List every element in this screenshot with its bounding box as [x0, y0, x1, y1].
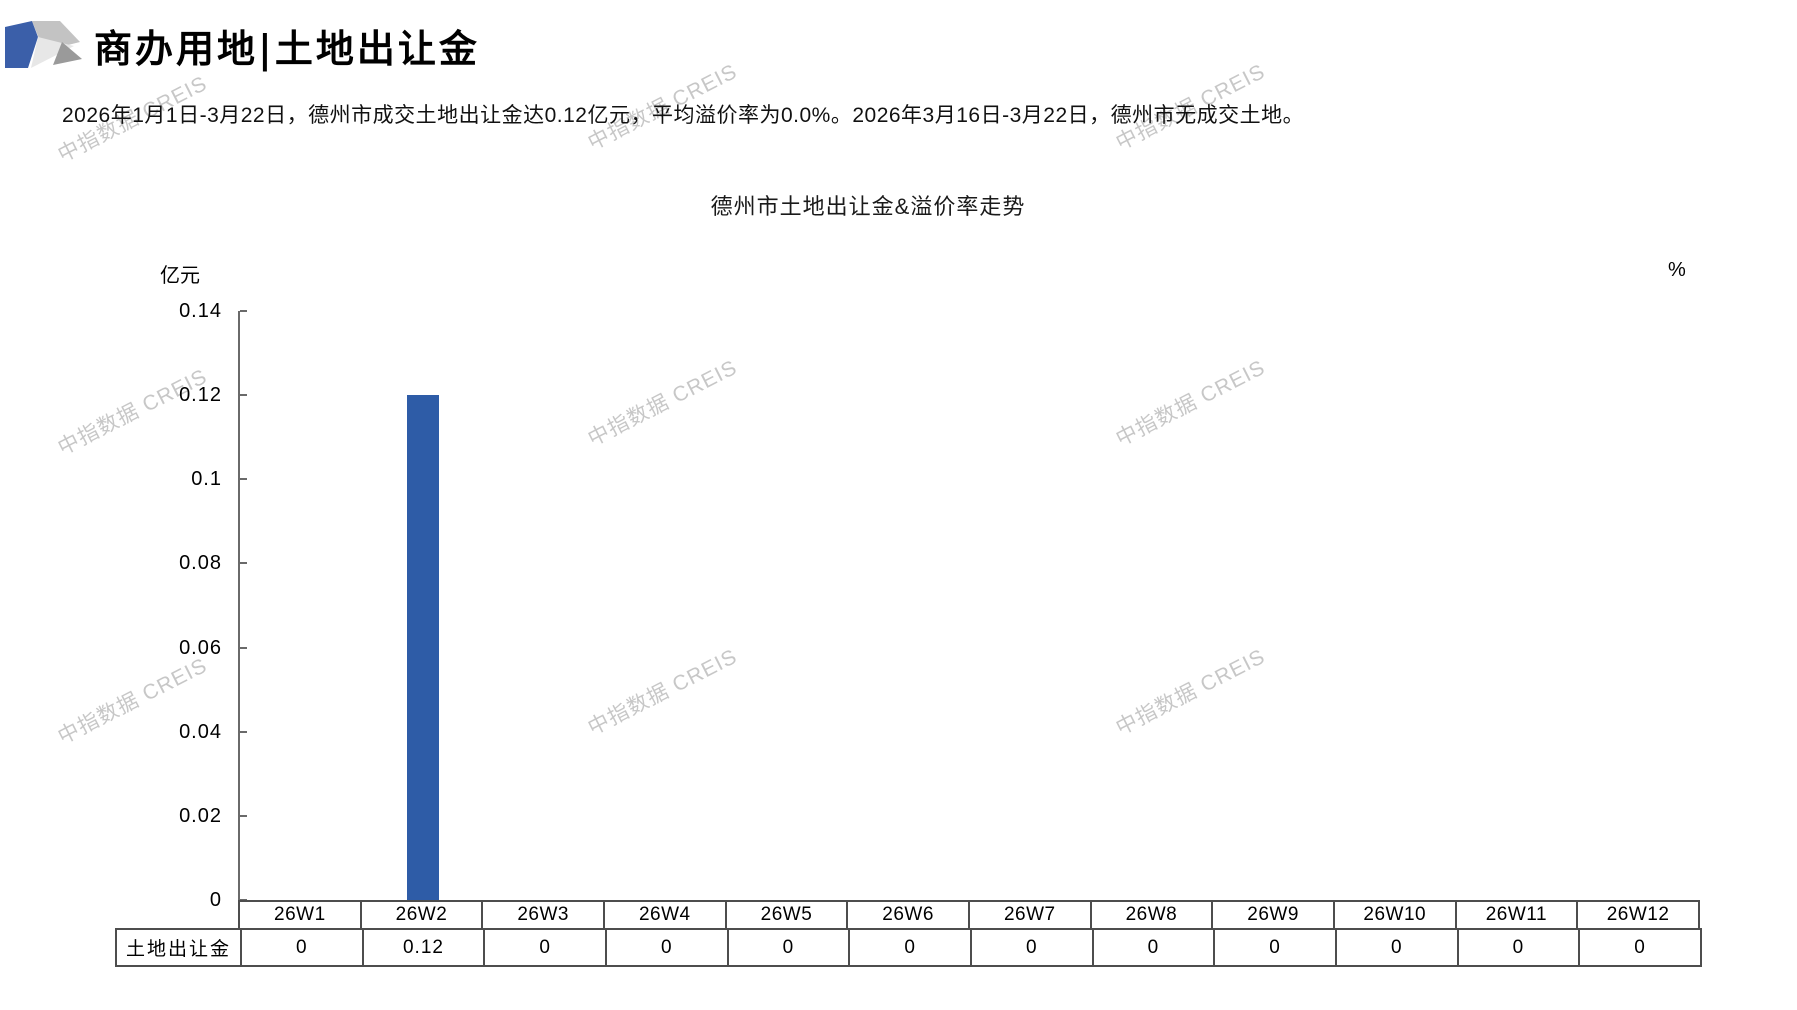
- y-axis-tick: [240, 562, 247, 565]
- table-value-cell: 0: [1456, 930, 1579, 965]
- table-header-cell: 26W3: [481, 902, 603, 928]
- y-axis-tick-label: 0.08: [179, 552, 222, 575]
- y-axis-tick: [240, 394, 247, 397]
- y-axis-tick-label: 0: [209, 889, 222, 911]
- table-value-cell: 0: [848, 930, 970, 965]
- y-axis-tick: [240, 310, 247, 312]
- table-header-cell: 26W1: [238, 902, 360, 928]
- chart-title: 德州市土地出让金&溢价率走势: [710, 194, 1026, 219]
- y-axis-tick-label: 0.04: [179, 720, 222, 743]
- table-value-cell: 0: [1091, 930, 1214, 965]
- table-header-cell: 26W10: [1332, 902, 1455, 928]
- table-value-cell: 0: [604, 930, 727, 965]
- y-axis-tick: [240, 730, 247, 733]
- table-value-cell: 0: [1578, 930, 1700, 965]
- y-axis-tick: [240, 478, 247, 481]
- table-header-cell: 26W7: [967, 902, 1090, 928]
- watermark-text: 中指数据 CREIS: [54, 364, 211, 460]
- plot-area: 0.14 0.12 0.1 0.08 0.06 0.04 0.02 0: [179, 301, 1698, 910]
- y-axis-tick: [240, 646, 247, 649]
- table-header-cell: 26W2: [359, 902, 482, 928]
- table-data-row: 土地出让金 0 0.12 0 0 0 0 0 0 0 0 0 0: [115, 928, 1702, 967]
- left-axis-unit-label: 亿元: [160, 265, 200, 287]
- table-value-cell: 0: [726, 930, 849, 965]
- summary-text: 2026年1月1日-3月22日，德州市成交土地出让金达0.12亿元，平均溢价率为…: [62, 104, 1305, 127]
- table-value-cell: 0.12: [361, 930, 484, 965]
- y-axis-tick-label: 0.02: [179, 804, 222, 827]
- y-axis-tick-label: 0.14: [179, 300, 222, 322]
- y-axis-tick-label: 0.06: [179, 636, 222, 659]
- table-header-cell: 26W4: [602, 902, 725, 928]
- table-header-cell: 26W11: [1454, 902, 1577, 928]
- table-header-row: 26W1 26W2 26W3 26W4 26W5 26W6 26W7 26W8 26W9 26W1…: [238, 900, 1700, 928]
- bar-26W2: [406, 395, 439, 900]
- table-value-cell: 0: [240, 930, 362, 965]
- table-header-cell: 26W6: [846, 902, 968, 928]
- page-title: 商办用地|土地出让金: [94, 26, 480, 71]
- table-value-cell: 0: [1213, 930, 1335, 965]
- table-header-cell: 26W9: [1211, 902, 1333, 928]
- creis-logo: [5, 21, 82, 68]
- table-header-cell: 26W12: [1576, 902, 1698, 928]
- table-value-cell: 0: [483, 930, 605, 965]
- y-axis-tick-label: 0.12: [179, 384, 222, 407]
- y-axis-tick: [240, 814, 247, 817]
- table-value-cell: 0: [969, 930, 1092, 965]
- right-axis-unit-label: %: [1668, 259, 1686, 281]
- table-header-cell: 26W5: [724, 902, 847, 928]
- table-value-cell: 0: [1334, 930, 1457, 965]
- table-header-cell: 26W8: [1089, 902, 1212, 928]
- table-row-label: 土地出让金: [125, 939, 231, 960]
- y-axis-tick-label: 0.1: [191, 468, 222, 491]
